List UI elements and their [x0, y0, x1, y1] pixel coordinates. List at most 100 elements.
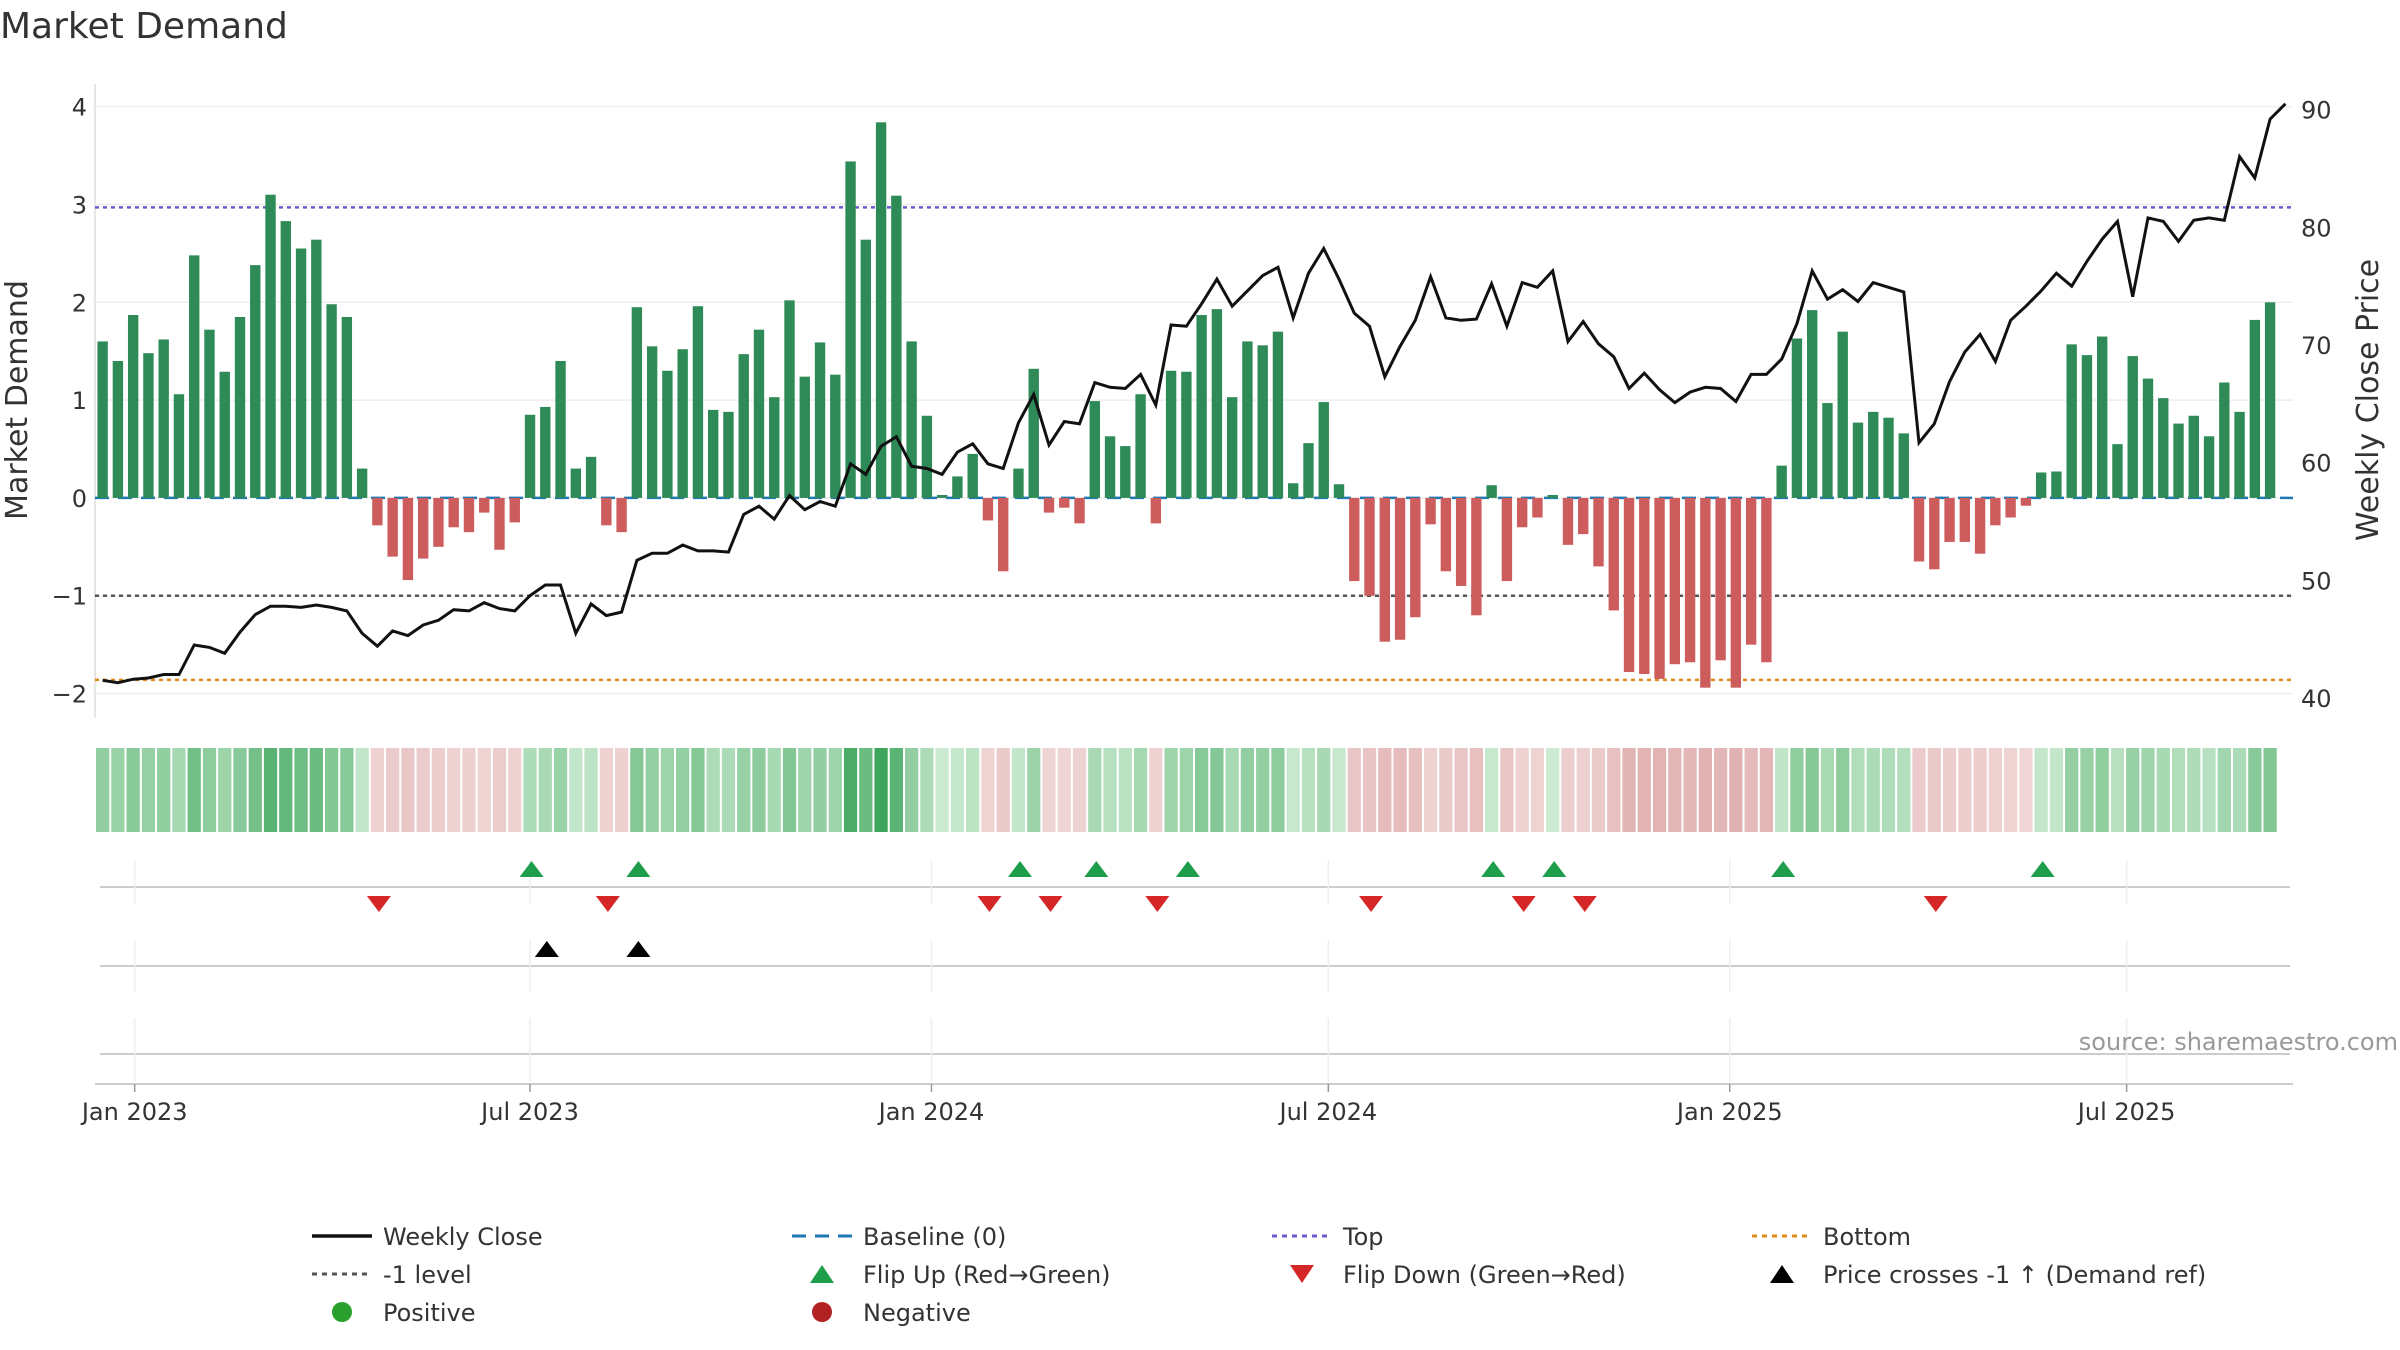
heat-cell [599, 748, 613, 832]
demand-bar [311, 239, 322, 498]
demand-bar [1852, 422, 1864, 498]
heat-cell [874, 748, 888, 832]
legend-label: Baseline (0) [863, 1223, 1006, 1251]
demand-bar [1959, 497, 1971, 542]
heat-cell [2126, 748, 2140, 832]
heat-cell [2019, 748, 2033, 832]
demand-bar [936, 494, 948, 498]
demand-bar [555, 360, 566, 498]
heat-cell [1530, 748, 1545, 832]
heat-cell [1866, 748, 1880, 832]
legend-label: Price crosses -1 ↑ (Demand ref) [1823, 1261, 2206, 1289]
demand-heat-strip [96, 748, 2277, 832]
left-tick-label: 4 [72, 94, 87, 122]
left-axis-ticks: −2 −1 0 1 2 3 4 [52, 94, 87, 709]
heat-cell [477, 748, 491, 832]
demand-bar [1257, 345, 1268, 498]
heat-cell [721, 748, 736, 832]
demand-bar [2066, 344, 2077, 498]
heat-cell [447, 748, 461, 832]
heat-cell [1881, 748, 1896, 832]
demand-bar [1776, 465, 1787, 498]
heat-cell [584, 748, 598, 832]
heat-cell [324, 748, 339, 832]
legend-swatch [332, 1302, 352, 1322]
heat-cell [1546, 748, 1560, 832]
right-axis-ticks: 40 50 60 70 80 90 [2301, 97, 2332, 713]
heat-cell [263, 748, 278, 832]
heat-cell [309, 748, 323, 832]
heat-cell [1988, 748, 2002, 832]
demand-bar [1455, 497, 1467, 586]
demand-bar [1074, 497, 1085, 524]
heat-cell [1469, 748, 1484, 832]
heat-cell [1729, 748, 1743, 832]
heat-cell [553, 748, 568, 832]
heat-cell [1118, 748, 1132, 832]
demand-bar [1593, 497, 1604, 567]
heat-cell [1973, 748, 1987, 832]
demand-bar [723, 411, 734, 498]
heat-cell [2156, 748, 2170, 832]
demand-bar [1761, 497, 1772, 663]
demand-bar [1623, 497, 1635, 673]
demand-bar [891, 195, 902, 498]
demand-bar [143, 353, 154, 498]
heat-cell [1011, 748, 1026, 832]
right-tick-label: 70 [2301, 332, 2332, 360]
flip-up-marker [2030, 861, 2055, 877]
heat-cell [2110, 748, 2125, 832]
heat-cell [1393, 748, 1407, 832]
heat-cell [1240, 748, 1255, 832]
demand-bar [1974, 497, 1986, 554]
demand-bar [982, 497, 994, 521]
demand-bar [463, 497, 475, 533]
demand-bar [662, 370, 673, 498]
flip-markers-track [100, 860, 2290, 912]
heat-cell [111, 748, 125, 832]
demand-bar [1501, 497, 1513, 582]
demand-bar [2112, 444, 2123, 498]
demand-bar [738, 354, 749, 498]
flip-down-marker [977, 896, 1002, 912]
heat-cell [691, 748, 705, 832]
legend-swatch [1770, 1265, 1794, 1283]
demand-bar [1791, 338, 1803, 498]
heat-cell [1286, 748, 1300, 832]
demand-bar [1547, 494, 1558, 498]
legend-label: Flip Up (Red→Green) [863, 1261, 1111, 1289]
heat-cell [2263, 748, 2277, 832]
heat-cell [1225, 748, 1239, 832]
heat-cell [1027, 748, 1041, 832]
demand-bar [2249, 319, 2261, 498]
left-tick-label: 3 [72, 191, 87, 219]
demand-bar [1471, 497, 1482, 616]
demand-bar [1532, 497, 1543, 518]
demand-bar [2219, 382, 2230, 498]
heat-cell [935, 748, 949, 832]
left-tick-label: 1 [72, 387, 87, 415]
heat-cell [1103, 748, 1117, 832]
flip-down-marker [366, 896, 391, 912]
demand-bar [845, 161, 856, 498]
heat-cell [1836, 748, 1850, 832]
heat-cell [981, 748, 995, 832]
demand-bar [494, 497, 505, 550]
demand-bar [1684, 497, 1696, 663]
heat-cell [1301, 748, 1316, 832]
heat-cell [416, 748, 430, 832]
heat-cell [1408, 748, 1422, 832]
heat-cell [1072, 748, 1087, 832]
heat-cell [2187, 748, 2201, 832]
demand-bar [2051, 471, 2062, 498]
heat-cell [1958, 748, 1972, 832]
demand-bar [1990, 497, 2001, 526]
heat-cell [462, 748, 476, 832]
demand-bar [707, 409, 719, 498]
heat-cell [1149, 748, 1163, 832]
flip-up-marker [1481, 861, 1506, 877]
legend-label: Flip Down (Green→Red) [1343, 1261, 1626, 1289]
legend-swatch [1290, 1265, 1314, 1283]
legend-swatch [810, 1265, 834, 1283]
demand-bar [2020, 497, 2032, 506]
